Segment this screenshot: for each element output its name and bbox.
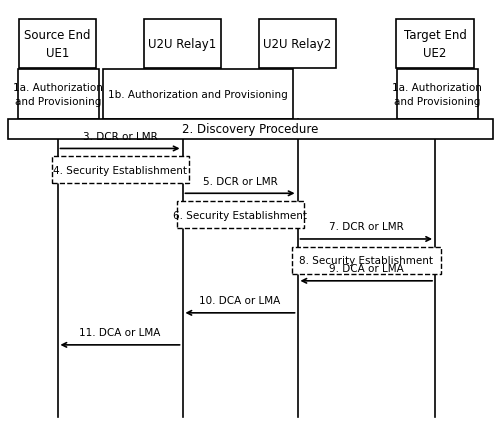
- Text: 1b. Authorization and Provisioning: 1b. Authorization and Provisioning: [108, 90, 288, 100]
- FancyBboxPatch shape: [144, 20, 221, 69]
- Text: 1a. Authorization
and Provisioning: 1a. Authorization and Provisioning: [392, 83, 482, 107]
- Text: 7. DCR or LMR: 7. DCR or LMR: [329, 222, 404, 232]
- FancyBboxPatch shape: [396, 20, 474, 69]
- Text: 3. DCR or LMR: 3. DCR or LMR: [82, 132, 158, 141]
- FancyBboxPatch shape: [102, 70, 292, 119]
- Text: Source End
UE1: Source End UE1: [24, 29, 91, 60]
- Text: 1a. Authorization
and Provisioning: 1a. Authorization and Provisioning: [13, 83, 103, 107]
- FancyBboxPatch shape: [292, 247, 441, 274]
- FancyBboxPatch shape: [52, 157, 188, 184]
- Text: U2U Relay2: U2U Relay2: [264, 38, 332, 51]
- FancyBboxPatch shape: [18, 70, 98, 119]
- Text: 4. Security Establishment: 4. Security Establishment: [53, 165, 187, 176]
- Text: 10. DCA or LMA: 10. DCA or LMA: [200, 296, 280, 305]
- Text: 11. DCA or LMA: 11. DCA or LMA: [80, 328, 160, 337]
- Text: 9. DCA or LMA: 9. DCA or LMA: [329, 264, 404, 273]
- FancyBboxPatch shape: [8, 119, 492, 140]
- Text: 5. DCR or LMR: 5. DCR or LMR: [202, 176, 278, 186]
- FancyBboxPatch shape: [176, 201, 304, 229]
- Text: 2. Discovery Procedure: 2. Discovery Procedure: [182, 123, 318, 136]
- FancyBboxPatch shape: [19, 20, 96, 69]
- Text: 6. Security Establishment: 6. Security Establishment: [173, 210, 307, 220]
- FancyBboxPatch shape: [259, 20, 336, 69]
- Text: Target End
UE2: Target End UE2: [404, 29, 466, 60]
- Text: 8. Security Establishment: 8. Security Establishment: [299, 256, 433, 266]
- FancyBboxPatch shape: [396, 70, 477, 119]
- Text: U2U Relay1: U2U Relay1: [148, 38, 216, 51]
